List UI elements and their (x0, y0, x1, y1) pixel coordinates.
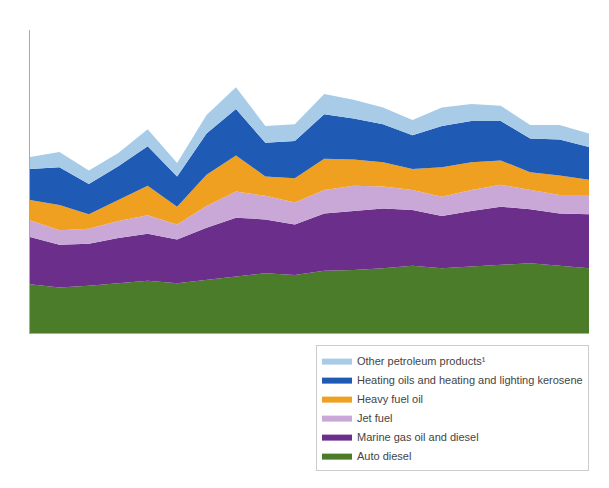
svg-text:Auto diesel: Auto diesel (357, 450, 411, 462)
svg-text:Heating oils and heating and l: Heating oils and heating and lighting ke… (357, 374, 583, 386)
svg-text:Marine gas oil and diesel: Marine gas oil and diesel (357, 431, 479, 443)
svg-text:Jet fuel: Jet fuel (357, 412, 392, 424)
svg-text:Other petroleum products¹: Other petroleum products¹ (357, 355, 486, 367)
svg-text:Heavy fuel oil: Heavy fuel oil (357, 393, 423, 405)
